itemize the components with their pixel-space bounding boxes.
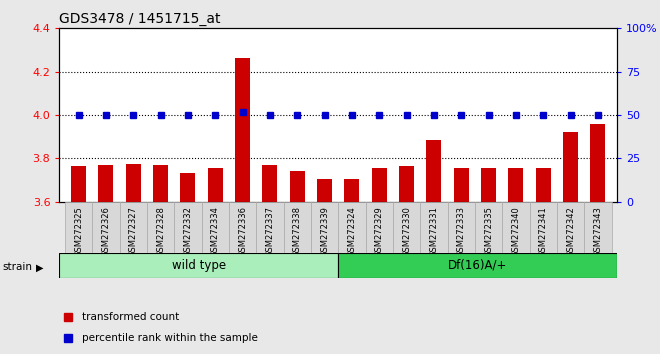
Text: transformed count: transformed count — [82, 312, 179, 322]
Bar — [92, 202, 119, 253]
Text: GSM272330: GSM272330 — [402, 206, 411, 257]
Bar — [208, 168, 222, 202]
Text: strain: strain — [3, 262, 32, 272]
Bar — [557, 202, 584, 253]
Text: GSM272339: GSM272339 — [320, 206, 329, 257]
Bar — [481, 168, 496, 202]
Bar — [366, 202, 393, 253]
Text: percentile rank within the sample: percentile rank within the sample — [82, 333, 257, 343]
Text: GSM272327: GSM272327 — [129, 206, 138, 257]
Bar — [263, 165, 277, 202]
Bar — [235, 58, 250, 202]
Bar — [290, 171, 305, 202]
Bar — [284, 202, 311, 253]
Bar — [399, 166, 414, 202]
Text: GDS3478 / 1451715_at: GDS3478 / 1451715_at — [59, 12, 221, 26]
Text: Df(16)A/+: Df(16)A/+ — [448, 259, 508, 272]
Text: GSM272334: GSM272334 — [211, 206, 220, 257]
Text: GSM272335: GSM272335 — [484, 206, 493, 257]
Text: GSM272328: GSM272328 — [156, 206, 165, 257]
Bar — [584, 202, 612, 253]
Bar — [153, 165, 168, 202]
Bar — [180, 172, 195, 202]
Bar — [311, 202, 338, 253]
Bar — [447, 202, 475, 253]
Bar — [536, 168, 551, 202]
Bar — [229, 202, 256, 253]
Text: GSM272340: GSM272340 — [512, 206, 521, 257]
Bar — [372, 168, 387, 202]
Bar — [71, 166, 86, 202]
Text: wild type: wild type — [172, 259, 226, 272]
Bar — [426, 140, 442, 202]
Bar — [119, 202, 147, 253]
Text: GSM272341: GSM272341 — [539, 206, 548, 257]
Text: GSM272324: GSM272324 — [347, 206, 356, 257]
Bar — [98, 165, 114, 202]
Bar — [338, 253, 617, 278]
Bar — [508, 168, 523, 202]
Bar — [529, 202, 557, 253]
Bar — [345, 179, 360, 202]
Text: GSM272325: GSM272325 — [74, 206, 83, 257]
Text: GSM272343: GSM272343 — [593, 206, 603, 257]
Text: ▶: ▶ — [36, 262, 44, 272]
Bar — [338, 202, 366, 253]
Text: GSM272331: GSM272331 — [430, 206, 438, 257]
Bar — [201, 202, 229, 253]
Text: GSM272329: GSM272329 — [375, 206, 383, 257]
Bar — [420, 202, 447, 253]
Text: GSM272326: GSM272326 — [102, 206, 110, 257]
Text: GSM272333: GSM272333 — [457, 206, 466, 257]
Text: GSM272336: GSM272336 — [238, 206, 247, 257]
Bar — [454, 168, 469, 202]
Text: GSM272337: GSM272337 — [265, 206, 275, 257]
Bar — [59, 253, 338, 278]
Bar — [475, 202, 502, 253]
Bar — [65, 202, 92, 253]
Bar — [147, 202, 174, 253]
Text: GSM272338: GSM272338 — [293, 206, 302, 257]
Bar — [591, 124, 605, 202]
Text: GSM272342: GSM272342 — [566, 206, 575, 257]
Bar — [256, 202, 284, 253]
Bar — [563, 132, 578, 202]
Bar — [502, 202, 529, 253]
Bar — [174, 202, 201, 253]
Text: GSM272332: GSM272332 — [183, 206, 192, 257]
Bar — [317, 179, 332, 202]
Bar — [125, 164, 141, 202]
Bar — [393, 202, 420, 253]
